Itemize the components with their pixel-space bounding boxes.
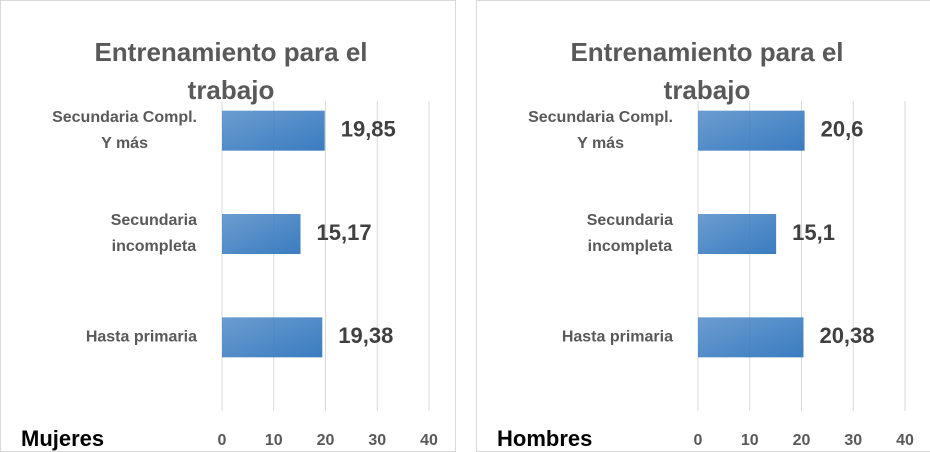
category-label: Secundaria incompleta <box>587 212 673 255</box>
chart-panel: 0 10 20 30 40 Hombres 20,6 Secundaria Compl. Y m… <box>476 0 930 452</box>
value-label: 15,17 <box>317 220 372 245</box>
category-line: incompleta <box>112 238 197 255</box>
x-tick-label: 0 <box>694 432 703 449</box>
x-tick-label: 40 <box>420 432 438 449</box>
chart: 0 10 20 30 40 Hombres 20,6 Secundaria Compl. Y m… <box>497 101 914 451</box>
category-line: Hasta primaria <box>86 329 197 346</box>
chart-label: Hombres <box>497 426 592 451</box>
chart: 0 10 20 30 40 Mujeres 19,85 Secundaria Compl. Y … <box>21 101 438 451</box>
chart-label: Mujeres <box>21 426 104 451</box>
chart-title: Entrenamiento para el trabajo <box>94 37 368 105</box>
x-tick-label: 30 <box>368 432 386 449</box>
category-line: Hasta primaria <box>562 329 673 346</box>
value-label: 20,38 <box>819 323 874 348</box>
category-line: Secundaria Compl. <box>528 109 673 126</box>
bar <box>222 110 325 151</box>
category-label: Hasta primaria <box>562 329 673 346</box>
x-tick-label: 40 <box>896 432 914 449</box>
category-line: Secundaria <box>111 212 197 229</box>
x-tick-label: 10 <box>741 432 759 449</box>
bar <box>222 214 301 254</box>
bar <box>222 317 323 358</box>
category-label: Secundaria Compl. Y más <box>52 109 197 152</box>
value-label: 19,38 <box>338 323 393 348</box>
x-tick-label: 20 <box>317 432 335 449</box>
chart-title: Entrenamiento para el trabajo <box>570 37 844 105</box>
x-tick-label: 20 <box>793 432 811 449</box>
category-line: Secundaria <box>587 212 673 229</box>
category-label: Secundaria incompleta <box>111 212 197 255</box>
value-label: 20,6 <box>821 116 864 141</box>
category-line: Y más <box>577 135 624 152</box>
bar <box>698 317 804 358</box>
category-label: Hasta primaria <box>86 329 197 346</box>
category-line: incompleta <box>588 238 673 255</box>
x-tick-label: 0 <box>218 432 227 449</box>
x-tick-label: 30 <box>844 432 862 449</box>
category-line: Y más <box>101 135 148 152</box>
bar <box>698 214 777 254</box>
value-label: 15,1 <box>792 220 835 245</box>
category-line: Secundaria Compl. <box>52 109 197 126</box>
value-label: 19,85 <box>341 116 396 141</box>
chart-panel: 0 10 20 30 40 Mujeres 19,85 Secundaria Compl. Y … <box>0 0 456 452</box>
bar <box>698 110 805 151</box>
x-tick-label: 10 <box>265 432 283 449</box>
category-label: Secundaria Compl. Y más <box>528 109 673 152</box>
